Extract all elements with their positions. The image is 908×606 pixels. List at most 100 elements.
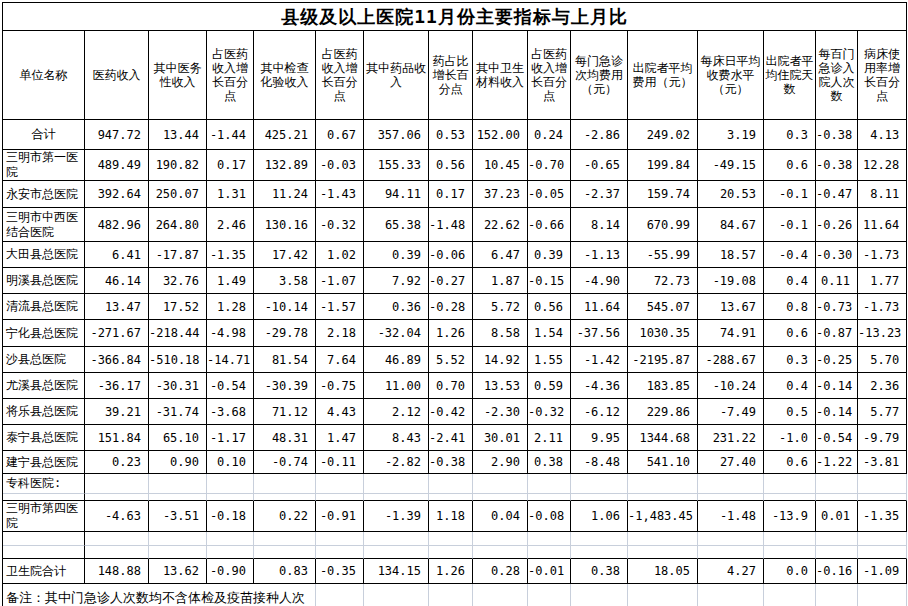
value-cell: 39.21 [85, 399, 149, 425]
value-cell: -8.48 [571, 451, 628, 474]
value-cell: -1.09 [858, 559, 907, 584]
unit-name-cell: 沙县总医院 [3, 347, 85, 373]
empty-cell [571, 546, 628, 559]
empty-cell [528, 474, 571, 494]
table-row: 三明市第四医院-4.63-3.51-0.180.22-0.91-1.391.18… [3, 501, 907, 532]
value-cell: 65.38 [364, 208, 429, 242]
spacer-row [3, 532, 907, 546]
value-cell: 7.92 [364, 268, 429, 294]
col-header-10: 占医药收入增长百分点 [528, 31, 571, 120]
value-cell: -510.18 [149, 347, 207, 373]
empty-cell [3, 494, 85, 501]
value-cell: 489.49 [85, 150, 149, 181]
empty-cell [207, 546, 254, 559]
value-cell: -0.08 [528, 501, 571, 532]
empty-cell [858, 474, 907, 494]
value-cell: 2.12 [364, 399, 429, 425]
value-cell: -2.41 [429, 425, 473, 451]
value-cell: -0.54 [816, 425, 858, 451]
value-cell: 4.13 [858, 120, 907, 150]
empty-cell [764, 546, 816, 559]
empty-cell [254, 532, 316, 546]
empty-cell [698, 584, 764, 606]
value-cell: -0.75 [316, 373, 364, 399]
empty-cell [764, 494, 816, 501]
empty-cell [429, 494, 473, 501]
unit-name-cell: 宁化县总医院 [3, 320, 85, 347]
empty-cell [628, 546, 698, 559]
value-cell: 670.99 [628, 208, 698, 242]
value-cell: 1.55 [528, 347, 571, 373]
value-cell: -0.16 [816, 559, 858, 584]
value-cell: 1.49 [207, 268, 254, 294]
value-cell: -0.14 [816, 373, 858, 399]
value-cell: -366.84 [85, 347, 149, 373]
value-cell: 1.87 [473, 268, 528, 294]
value-cell: -0.74 [254, 451, 316, 474]
empty-cell [858, 494, 907, 501]
empty-cell [429, 532, 473, 546]
value-cell: -0.28 [429, 294, 473, 320]
value-cell: 199.84 [628, 150, 698, 181]
value-cell: 1.54 [528, 320, 571, 347]
value-cell: 8.43 [364, 425, 429, 451]
value-cell: 183.85 [628, 373, 698, 399]
value-cell: 0.36 [364, 294, 429, 320]
value-cell: 0.24 [528, 120, 571, 150]
empty-cell [764, 474, 816, 494]
empty-cell [628, 584, 698, 606]
empty-cell [316, 546, 364, 559]
col-header-9: 其中卫生材料收入 [473, 31, 528, 120]
unit-name-cell: 将乐县总医院 [3, 399, 85, 425]
empty-cell [85, 546, 149, 559]
value-cell: -0.32 [528, 399, 571, 425]
value-cell: 249.02 [628, 120, 698, 150]
indicator-table: 县级及以上医院11月份主要指标与上月比 单位名称医药收入其中医务性收入占医药收入… [2, 2, 907, 606]
empty-cell [528, 494, 571, 501]
empty-cell [698, 474, 764, 494]
empty-cell [698, 546, 764, 559]
value-cell: 72.73 [628, 268, 698, 294]
empty-cell [149, 474, 207, 494]
unit-name-cell: 专科医院: [3, 474, 85, 494]
value-cell: 71.12 [254, 399, 316, 425]
unit-name-cell: 卫生院合计 [3, 559, 85, 584]
empty-cell [254, 546, 316, 559]
value-cell: 18.57 [698, 242, 764, 268]
table-row: 泰宁县总医院151.8465.10-1.1748.311.478.43-2.41… [3, 425, 907, 451]
value-cell: 0.4 [764, 373, 816, 399]
value-cell: 151.84 [85, 425, 149, 451]
value-cell: -1.48 [698, 501, 764, 532]
col-header-5: 其中检查化验收入 [254, 31, 316, 120]
value-cell: 0.6 [764, 150, 816, 181]
value-cell: 155.33 [364, 150, 429, 181]
unit-name-cell: 明溪县总医院 [3, 268, 85, 294]
col-header-2: 医药收入 [85, 31, 149, 120]
value-cell: 425.21 [254, 120, 316, 150]
value-cell: 1.28 [207, 294, 254, 320]
value-cell: -0.1 [764, 181, 816, 208]
page-title: 县级及以上医院11月份主要指标与上月比 [3, 3, 907, 31]
value-cell: 8.14 [571, 208, 628, 242]
value-cell: -1.0 [764, 425, 816, 451]
empty-cell [316, 494, 364, 501]
value-cell: 22.62 [473, 208, 528, 242]
col-header-6: 占医药收入增长百分点 [316, 31, 364, 120]
table-row: 建宁县总医院0.230.900.10-0.74-0.11-2.82-0.382.… [3, 451, 907, 474]
empty-cell [364, 494, 429, 501]
value-cell: 18.05 [628, 559, 698, 584]
value-cell: -1.39 [364, 501, 429, 532]
empty-cell [254, 494, 316, 501]
value-cell: 0.5 [764, 399, 816, 425]
value-cell: 81.54 [254, 347, 316, 373]
value-cell: -0.90 [207, 559, 254, 584]
table-row: 永安市总医院392.64250.071.3111.24-1.4394.110.1… [3, 181, 907, 208]
col-header-13: 每床日平均收费水平（元） [698, 31, 764, 120]
footnote-text: 备注：其中门急诊人次数均不含体检及疫苗接种人次 [3, 584, 316, 606]
unit-name-cell: 三明市第一医院 [3, 150, 85, 181]
empty-cell [3, 532, 85, 546]
empty-cell [364, 546, 429, 559]
empty-cell [858, 532, 907, 546]
col-header-16: 病床使用率增长百分点 [858, 31, 907, 120]
value-cell: -7.49 [698, 399, 764, 425]
